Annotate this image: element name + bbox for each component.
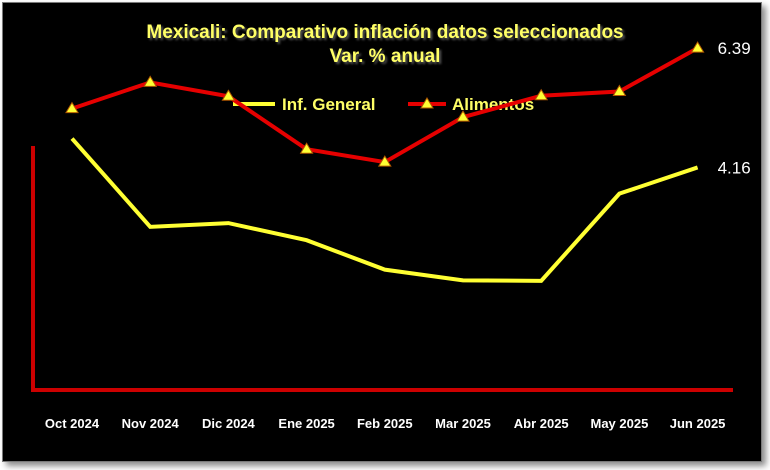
data-point-alimentos bbox=[221, 89, 236, 101]
data-label-inf-general: 4.16 bbox=[718, 158, 751, 177]
data-point-alimentos bbox=[65, 101, 79, 114]
legend: Inf. General Alimentos bbox=[233, 95, 534, 114]
x-tick-label: Nov 2024 bbox=[122, 416, 180, 431]
data-point-alimentos bbox=[143, 75, 158, 87]
legend-label-inf-general: Inf. General bbox=[282, 95, 376, 114]
series-line-alimentos bbox=[71, 46, 699, 165]
x-tick-label: Dic 2024 bbox=[202, 416, 256, 431]
legend-label-alimentos: Alimentos bbox=[452, 95, 534, 114]
chart-area bbox=[2, 2, 762, 462]
data-point-alimentos bbox=[690, 41, 705, 53]
data-label-alimentos: 6.39 bbox=[718, 39, 751, 58]
x-tick-label: Abr 2025 bbox=[514, 416, 569, 431]
data-point-alimentos bbox=[456, 110, 470, 122]
series-line-inf-general bbox=[70, 137, 699, 283]
data-point-alimentos bbox=[377, 155, 392, 167]
data-point-alimentos bbox=[299, 142, 314, 154]
data-point-alimentos bbox=[612, 84, 627, 96]
x-tick-label: Mar 2025 bbox=[435, 416, 491, 431]
legend-marker-alimentos bbox=[420, 97, 434, 109]
chart-subtitle: Var. % anual bbox=[329, 46, 441, 67]
data-point-alimentos bbox=[534, 88, 549, 101]
x-tick-label: Ene 2025 bbox=[278, 416, 334, 431]
x-tick-label: Oct 2024 bbox=[45, 416, 100, 431]
x-tick-label: Feb 2025 bbox=[357, 416, 413, 431]
x-tick-label: May 2025 bbox=[590, 416, 648, 431]
x-tick-label: Jun 2025 bbox=[670, 416, 726, 431]
chart-title: Mexicali: Comparativo inflación datos se… bbox=[146, 22, 624, 43]
